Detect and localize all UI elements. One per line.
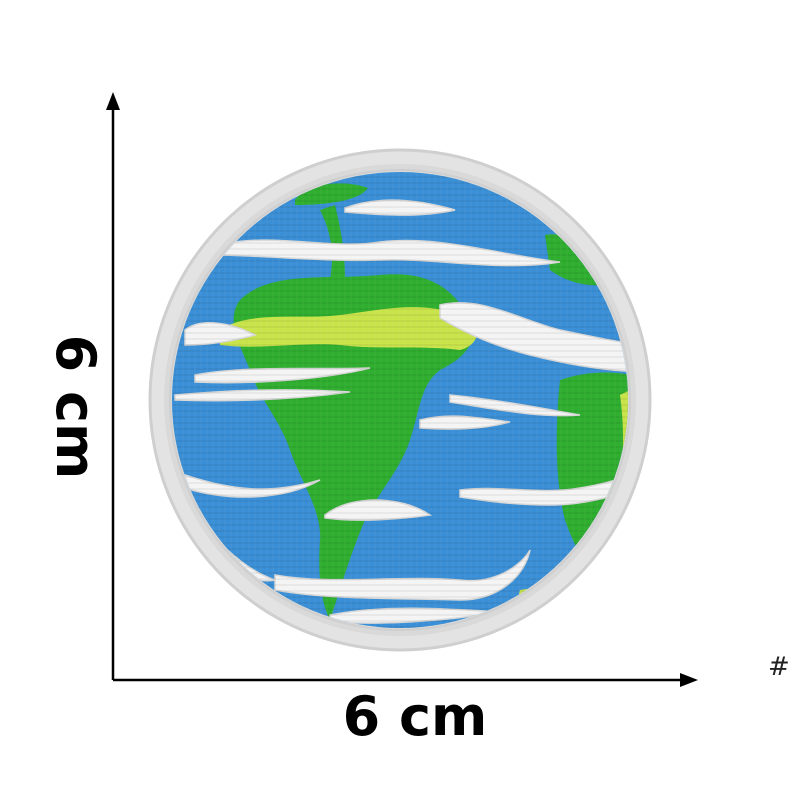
- height-dimension-label: 6 cm: [44, 334, 107, 480]
- horizontal-axis-arrow-icon: [680, 673, 698, 687]
- vertical-axis-arrow-icon: [106, 92, 120, 110]
- width-dimension-label: 6 cm: [342, 685, 488, 748]
- corner-mark: #: [768, 652, 790, 682]
- earth-patch: [148, 148, 652, 652]
- dimension-axes: [106, 92, 698, 687]
